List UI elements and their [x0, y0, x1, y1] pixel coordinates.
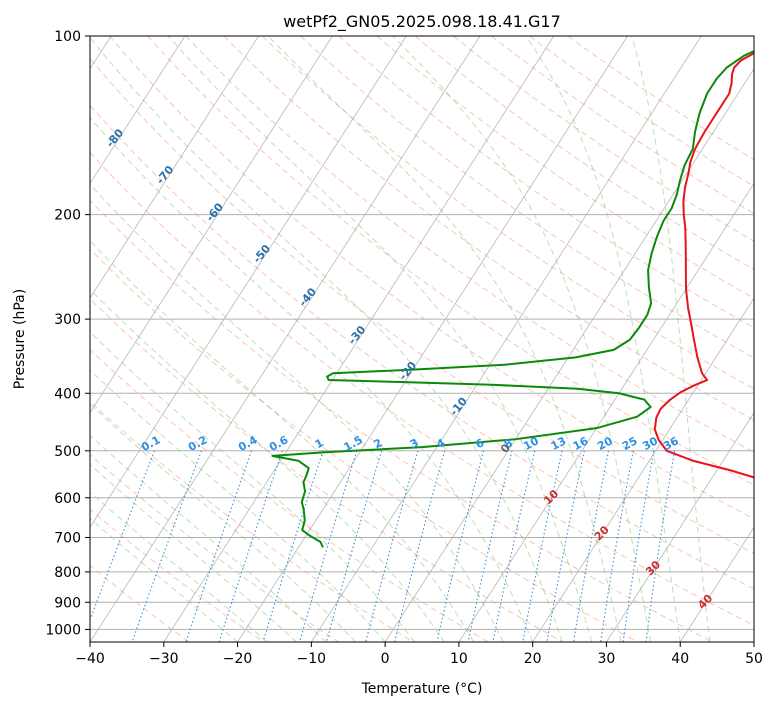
moist-adiabat — [90, 288, 445, 642]
axes-layer: −40 −30 −20 −10 0 10 20 30 40 50 100 200 300 400 500 60… — [45, 29, 763, 667]
dry-adiabat — [90, 400, 414, 642]
dry-adiabat — [338, 36, 754, 329]
y-tick-label: 700 — [54, 531, 81, 547]
x-tick-label: 20 — [524, 651, 542, 667]
moist-adiabat — [90, 463, 297, 642]
dry-adiabat — [261, 36, 754, 390]
moist-adiabat — [267, 36, 622, 642]
dry-adiabat — [300, 36, 754, 359]
y-tick-label: 100 — [54, 29, 81, 45]
isotherm — [384, 68, 754, 642]
isotherm — [163, 36, 555, 642]
dry-adiabat — [90, 348, 489, 642]
isotherm — [90, 36, 407, 529]
x-tick-label: 0 — [381, 651, 390, 667]
mixing-ratio-line — [546, 450, 585, 642]
data-layer — [271, 50, 754, 548]
moist-adiabat — [631, 36, 711, 642]
moist-adiabat — [90, 403, 356, 642]
mixing-ratio-line — [492, 450, 536, 642]
moist-adiabat — [525, 36, 681, 642]
mixing-ratio-label: 13 — [549, 434, 569, 453]
y-tick-label: 300 — [54, 312, 81, 328]
mixing-ratio-line — [185, 450, 253, 642]
isotherm — [532, 297, 754, 642]
plot-area — [90, 36, 754, 642]
moist-adiabat — [90, 434, 327, 642]
mixing-ratio-line — [325, 450, 383, 642]
dewpoint-line — [271, 50, 754, 548]
isotherm — [310, 36, 702, 642]
dry-adiabat — [90, 104, 754, 590]
isotherm — [90, 36, 260, 299]
moist-adiabat — [392, 36, 652, 642]
mixing-ratio-line — [299, 450, 358, 642]
mixing-ratio-line — [467, 450, 513, 642]
moist-adiabat — [90, 491, 268, 642]
x-tick-label: 40 — [671, 651, 689, 667]
y-tick-label: 200 — [54, 208, 81, 224]
x-tick-label: −30 — [149, 651, 179, 667]
chart-title: wetPf2_GN05.2025.098.18.41.G17 — [283, 12, 561, 32]
mixing-ratio-line — [436, 450, 484, 642]
x-tick-label: −40 — [75, 651, 105, 667]
mixing-ratio-line — [600, 450, 634, 642]
isotherm — [90, 36, 186, 185]
isotherm — [90, 36, 481, 642]
x-tick-label: 30 — [598, 651, 616, 667]
moist-adiabat — [90, 331, 416, 642]
mixing-ratio-line — [90, 450, 156, 622]
mixing-ratio-line — [522, 450, 563, 642]
x-tick-label: 50 — [745, 651, 763, 667]
mixing-ratio-line — [394, 450, 446, 642]
mixing-ratio-label: 30 — [640, 434, 660, 453]
dry-adiabat — [90, 151, 754, 626]
y-tick-label: 800 — [54, 565, 81, 581]
moist-adiabat — [90, 183, 504, 642]
x-tick-label: 10 — [450, 651, 468, 667]
mixing-ratio-line — [365, 450, 419, 642]
plot-frame — [89, 35, 755, 643]
mixing-ratio-line — [218, 450, 283, 642]
y-tick-label: 400 — [54, 386, 81, 402]
moist-adiabat — [90, 36, 563, 642]
dry-adiabat — [109, 36, 754, 520]
moist-adiabat — [90, 116, 534, 642]
temperature-line — [653, 52, 754, 479]
mixing-ratio-line — [131, 450, 202, 642]
moist-adiabat — [90, 517, 238, 642]
mixing-ratio-line — [622, 450, 655, 642]
isotherm — [90, 36, 333, 414]
mixing-ratio-line — [572, 450, 610, 642]
moist-adiabat — [167, 36, 593, 642]
y-axis-label: Pressure (hPa) — [12, 289, 28, 389]
y-tick-label: 900 — [54, 595, 81, 611]
y-tick-label: 1000 — [45, 622, 81, 638]
dry-adiabat — [90, 248, 639, 642]
dry-adiabat — [90, 454, 339, 642]
y-tick-label: 500 — [54, 444, 81, 460]
mixing-ratio-label: 10 — [521, 434, 541, 453]
mixing-ratio-label: 36 — [661, 434, 681, 453]
mixing-ratio-label: 25 — [620, 434, 640, 453]
isotherm — [458, 182, 754, 642]
x-tick-label: −20 — [223, 651, 253, 667]
mixing-ratio-label: 20 — [595, 434, 615, 453]
y-tick-label: 600 — [54, 491, 81, 507]
moist-adiabat — [90, 240, 475, 642]
isotherm — [237, 36, 628, 642]
isotherm — [679, 526, 754, 642]
dry-adiabat — [90, 298, 564, 642]
isotherm — [606, 411, 754, 642]
mixing-ratio-label: 16 — [571, 434, 591, 453]
dry-adiabat — [376, 36, 754, 299]
x-tick-label: −10 — [297, 651, 327, 667]
x-axis-label: Temperature (°C) — [361, 681, 483, 697]
moist-adiabat — [90, 369, 386, 642]
